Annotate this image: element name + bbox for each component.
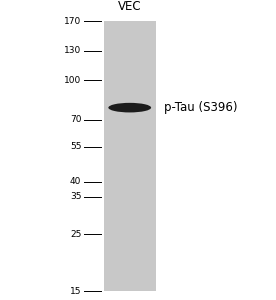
Bar <box>104 21 156 291</box>
Text: 15: 15 <box>70 286 81 296</box>
Text: 130: 130 <box>64 46 81 55</box>
Text: 40: 40 <box>70 177 81 186</box>
Text: p-Tau (S396): p-Tau (S396) <box>164 101 238 114</box>
Ellipse shape <box>108 103 151 112</box>
Text: 70: 70 <box>70 115 81 124</box>
Text: 35: 35 <box>70 192 81 201</box>
Text: 55: 55 <box>70 142 81 151</box>
Text: 100: 100 <box>64 76 81 85</box>
Text: 25: 25 <box>70 230 81 239</box>
Text: VEC: VEC <box>118 1 142 13</box>
Text: 170: 170 <box>64 16 81 26</box>
